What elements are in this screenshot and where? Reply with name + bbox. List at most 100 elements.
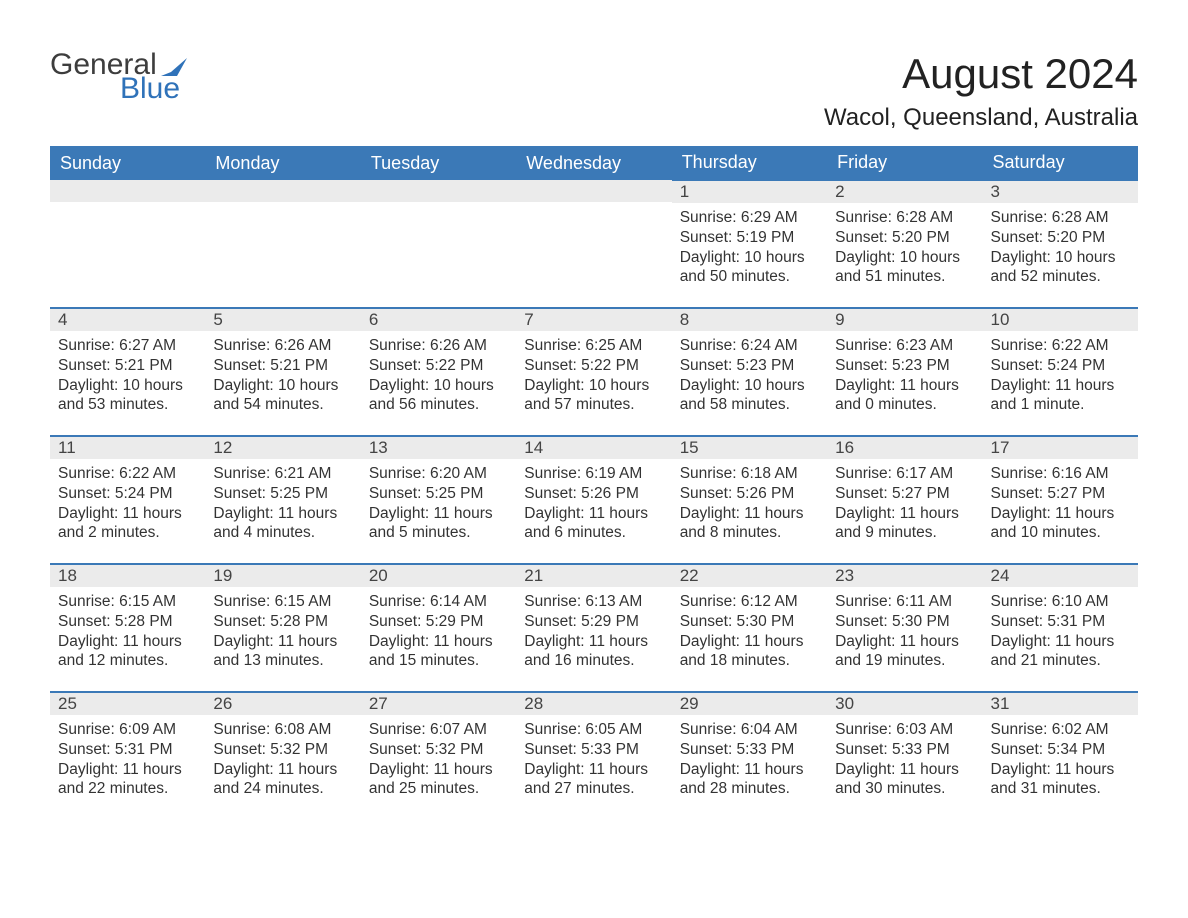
sunrise-text: Sunrise: 6:15 AM xyxy=(213,592,352,612)
calendar-cell: 25Sunrise: 6:09 AMSunset: 5:31 PMDayligh… xyxy=(50,692,205,820)
sunset-text: Sunset: 5:30 PM xyxy=(680,612,819,632)
calendar-cell: 6Sunrise: 6:26 AMSunset: 5:22 PMDaylight… xyxy=(361,308,516,436)
sunset-text: Sunset: 5:29 PM xyxy=(369,612,508,632)
day-number: 28 xyxy=(516,693,671,715)
day-details: Sunrise: 6:26 AMSunset: 5:22 PMDaylight:… xyxy=(361,331,516,419)
month-title: August 2024 xyxy=(824,50,1138,98)
daylight-text: Daylight: 11 hours and 16 minutes. xyxy=(524,632,663,672)
sunrise-text: Sunrise: 6:16 AM xyxy=(991,464,1130,484)
sunrise-text: Sunrise: 6:14 AM xyxy=(369,592,508,612)
day-details: Sunrise: 6:29 AMSunset: 5:19 PMDaylight:… xyxy=(672,203,827,291)
daylight-text: Daylight: 10 hours and 56 minutes. xyxy=(369,376,508,416)
day-number: 7 xyxy=(516,309,671,331)
calendar-cell: 24Sunrise: 6:10 AMSunset: 5:31 PMDayligh… xyxy=(983,564,1138,692)
day-number-bar xyxy=(205,180,360,202)
sunset-text: Sunset: 5:32 PM xyxy=(213,740,352,760)
day-details: Sunrise: 6:08 AMSunset: 5:32 PMDaylight:… xyxy=(205,715,360,803)
sunset-text: Sunset: 5:30 PM xyxy=(835,612,974,632)
day-number: 31 xyxy=(983,693,1138,715)
sunrise-text: Sunrise: 6:28 AM xyxy=(835,208,974,228)
calendar-cell: 27Sunrise: 6:07 AMSunset: 5:32 PMDayligh… xyxy=(361,692,516,820)
sunset-text: Sunset: 5:32 PM xyxy=(369,740,508,760)
day-details: Sunrise: 6:14 AMSunset: 5:29 PMDaylight:… xyxy=(361,587,516,675)
day-details: Sunrise: 6:02 AMSunset: 5:34 PMDaylight:… xyxy=(983,715,1138,803)
day-details: Sunrise: 6:25 AMSunset: 5:22 PMDaylight:… xyxy=(516,331,671,419)
sunset-text: Sunset: 5:24 PM xyxy=(58,484,197,504)
day-number: 6 xyxy=(361,309,516,331)
daylight-text: Daylight: 11 hours and 31 minutes. xyxy=(991,760,1130,800)
weekday-header: Sunday xyxy=(50,146,205,180)
daylight-text: Daylight: 11 hours and 5 minutes. xyxy=(369,504,508,544)
sunset-text: Sunset: 5:26 PM xyxy=(524,484,663,504)
sunset-text: Sunset: 5:29 PM xyxy=(524,612,663,632)
calendar-cell: 26Sunrise: 6:08 AMSunset: 5:32 PMDayligh… xyxy=(205,692,360,820)
sunrise-text: Sunrise: 6:08 AM xyxy=(213,720,352,740)
sunrise-text: Sunrise: 6:17 AM xyxy=(835,464,974,484)
day-details: Sunrise: 6:16 AMSunset: 5:27 PMDaylight:… xyxy=(983,459,1138,547)
weekday-header-row: SundayMondayTuesdayWednesdayThursdayFrid… xyxy=(50,146,1138,180)
calendar-body: 1Sunrise: 6:29 AMSunset: 5:19 PMDaylight… xyxy=(50,180,1138,820)
weekday-header: Tuesday xyxy=(361,146,516,180)
sunrise-text: Sunrise: 6:10 AM xyxy=(991,592,1130,612)
sunset-text: Sunset: 5:31 PM xyxy=(58,740,197,760)
day-number: 23 xyxy=(827,565,982,587)
day-details: Sunrise: 6:15 AMSunset: 5:28 PMDaylight:… xyxy=(50,587,205,675)
sunrise-text: Sunrise: 6:26 AM xyxy=(369,336,508,356)
daylight-text: Daylight: 10 hours and 51 minutes. xyxy=(835,248,974,288)
calendar-cell: 2Sunrise: 6:28 AMSunset: 5:20 PMDaylight… xyxy=(827,180,982,308)
calendar-cell: 11Sunrise: 6:22 AMSunset: 5:24 PMDayligh… xyxy=(50,436,205,564)
calendar-week-row: 1Sunrise: 6:29 AMSunset: 5:19 PMDaylight… xyxy=(50,180,1138,308)
calendar-week-row: 25Sunrise: 6:09 AMSunset: 5:31 PMDayligh… xyxy=(50,692,1138,820)
day-number: 3 xyxy=(983,181,1138,203)
sunset-text: Sunset: 5:20 PM xyxy=(991,228,1130,248)
day-details: Sunrise: 6:26 AMSunset: 5:21 PMDaylight:… xyxy=(205,331,360,419)
sunset-text: Sunset: 5:34 PM xyxy=(991,740,1130,760)
sunrise-text: Sunrise: 6:24 AM xyxy=(680,336,819,356)
day-number: 26 xyxy=(205,693,360,715)
day-details: Sunrise: 6:15 AMSunset: 5:28 PMDaylight:… xyxy=(205,587,360,675)
day-number: 14 xyxy=(516,437,671,459)
daylight-text: Daylight: 10 hours and 58 minutes. xyxy=(680,376,819,416)
day-details: Sunrise: 6:07 AMSunset: 5:32 PMDaylight:… xyxy=(361,715,516,803)
daylight-text: Daylight: 10 hours and 52 minutes. xyxy=(991,248,1130,288)
sunset-text: Sunset: 5:31 PM xyxy=(991,612,1130,632)
sunrise-text: Sunrise: 6:05 AM xyxy=(524,720,663,740)
sunrise-text: Sunrise: 6:22 AM xyxy=(991,336,1130,356)
daylight-text: Daylight: 11 hours and 4 minutes. xyxy=(213,504,352,544)
day-details: Sunrise: 6:17 AMSunset: 5:27 PMDaylight:… xyxy=(827,459,982,547)
daylight-text: Daylight: 11 hours and 22 minutes. xyxy=(58,760,197,800)
weekday-header: Saturday xyxy=(983,146,1138,180)
sunset-text: Sunset: 5:28 PM xyxy=(213,612,352,632)
day-details: Sunrise: 6:27 AMSunset: 5:21 PMDaylight:… xyxy=(50,331,205,419)
calendar-cell: 7Sunrise: 6:25 AMSunset: 5:22 PMDaylight… xyxy=(516,308,671,436)
calendar-cell xyxy=(516,180,671,308)
day-details: Sunrise: 6:22 AMSunset: 5:24 PMDaylight:… xyxy=(983,331,1138,419)
sunrise-text: Sunrise: 6:26 AM xyxy=(213,336,352,356)
daylight-text: Daylight: 11 hours and 9 minutes. xyxy=(835,504,974,544)
weekday-header: Monday xyxy=(205,146,360,180)
day-number: 18 xyxy=(50,565,205,587)
sunrise-text: Sunrise: 6:19 AM xyxy=(524,464,663,484)
daylight-text: Daylight: 11 hours and 1 minute. xyxy=(991,376,1130,416)
sunrise-text: Sunrise: 6:12 AM xyxy=(680,592,819,612)
day-number: 24 xyxy=(983,565,1138,587)
calendar-cell: 23Sunrise: 6:11 AMSunset: 5:30 PMDayligh… xyxy=(827,564,982,692)
sunrise-text: Sunrise: 6:11 AM xyxy=(835,592,974,612)
sunrise-text: Sunrise: 6:03 AM xyxy=(835,720,974,740)
daylight-text: Daylight: 11 hours and 2 minutes. xyxy=(58,504,197,544)
sunrise-text: Sunrise: 6:04 AM xyxy=(680,720,819,740)
generalblue-logo: General Blue xyxy=(50,50,187,104)
day-details: Sunrise: 6:24 AMSunset: 5:23 PMDaylight:… xyxy=(672,331,827,419)
day-details: Sunrise: 6:28 AMSunset: 5:20 PMDaylight:… xyxy=(827,203,982,291)
day-details: Sunrise: 6:12 AMSunset: 5:30 PMDaylight:… xyxy=(672,587,827,675)
daylight-text: Daylight: 11 hours and 6 minutes. xyxy=(524,504,663,544)
day-number: 15 xyxy=(672,437,827,459)
day-details: Sunrise: 6:03 AMSunset: 5:33 PMDaylight:… xyxy=(827,715,982,803)
day-details: Sunrise: 6:21 AMSunset: 5:25 PMDaylight:… xyxy=(205,459,360,547)
sunset-text: Sunset: 5:33 PM xyxy=(835,740,974,760)
calendar-cell: 1Sunrise: 6:29 AMSunset: 5:19 PMDaylight… xyxy=(672,180,827,308)
calendar-week-row: 11Sunrise: 6:22 AMSunset: 5:24 PMDayligh… xyxy=(50,436,1138,564)
calendar-cell: 12Sunrise: 6:21 AMSunset: 5:25 PMDayligh… xyxy=(205,436,360,564)
calendar-table: SundayMondayTuesdayWednesdayThursdayFrid… xyxy=(50,146,1138,820)
calendar-cell: 13Sunrise: 6:20 AMSunset: 5:25 PMDayligh… xyxy=(361,436,516,564)
